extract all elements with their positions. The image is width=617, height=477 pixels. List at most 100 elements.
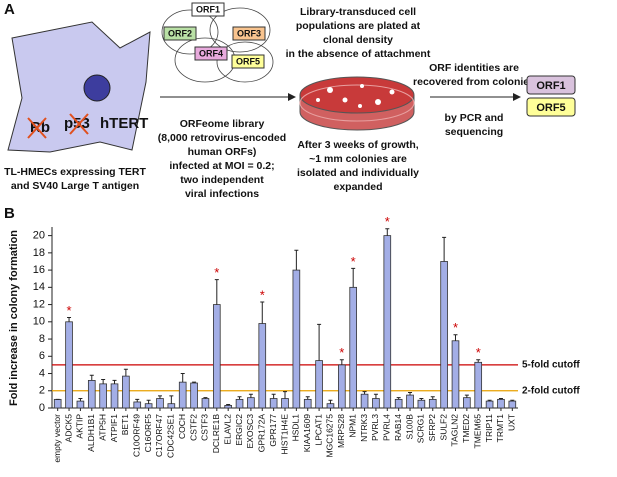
y-tick-label: 18 <box>33 247 45 259</box>
x-tick-label: ATP5H <box>97 414 107 441</box>
error-bar <box>305 396 310 400</box>
bar <box>76 400 85 409</box>
x-tick-label: ADCK5 <box>63 414 73 443</box>
caption: ORFeome library <box>180 118 265 130</box>
cell-label: hTERT <box>100 115 148 132</box>
x-tick-label: HSDL1 <box>291 414 301 442</box>
error-bar <box>157 395 162 399</box>
bar <box>451 340 460 409</box>
x-tick-label: ALDH1B1 <box>86 414 96 452</box>
error-bar <box>328 399 333 404</box>
bar <box>201 398 210 409</box>
bar <box>428 398 437 409</box>
significance-star: * <box>214 265 219 280</box>
error-bar <box>396 397 401 400</box>
x-tick-label: TRIP11 <box>484 414 494 442</box>
error-bar <box>385 228 390 236</box>
caption: sequencing <box>445 126 503 138</box>
bar <box>224 405 232 409</box>
error-bar <box>180 373 185 383</box>
bar <box>87 380 96 409</box>
x-tick-label: ELAVL2 <box>222 414 232 445</box>
significance-star: * <box>260 287 265 302</box>
y-tick-label: 20 <box>33 230 45 242</box>
bar <box>303 398 312 409</box>
x-tick-label: TRMT1 <box>495 414 505 443</box>
caption: ORF identities are <box>429 62 519 74</box>
y-tick-label: 4 <box>39 367 45 379</box>
y-tick-label: 2 <box>39 385 45 397</box>
bar <box>144 403 153 409</box>
caption: in the absence of attachment <box>286 48 431 60</box>
bar <box>178 381 187 409</box>
caption: by PCR and <box>445 112 504 124</box>
bar <box>122 375 130 409</box>
cutoff-label: 2-fold cutoff <box>522 385 580 396</box>
bar <box>65 321 73 409</box>
bar <box>406 394 414 409</box>
x-tick-label: HIST1H4E <box>279 414 289 455</box>
bar <box>497 398 505 409</box>
error-bar <box>442 236 447 262</box>
bar <box>53 398 62 409</box>
x-tick-label: CDC42SE1 <box>166 414 176 458</box>
bar <box>440 261 448 409</box>
bar <box>372 398 380 409</box>
caption: human ORFs) <box>188 146 257 158</box>
error-bar <box>271 393 276 399</box>
y-tick-label: 6 <box>39 350 45 362</box>
x-tick-label: DCLRE1B <box>211 414 221 454</box>
bar <box>190 382 198 409</box>
x-tick-label: PVRL4 <box>382 414 392 441</box>
bar <box>326 403 335 409</box>
error-bar <box>487 399 492 402</box>
error-bar <box>112 379 117 384</box>
x-tick-label: TMEM65 <box>472 414 482 449</box>
cell-label: Rb <box>30 119 50 136</box>
petri-dish <box>299 76 415 131</box>
x-tick-label: NPM1 <box>347 414 357 438</box>
orf-label: ORF2 <box>168 28 192 38</box>
x-tick-label: C10ORF49 <box>131 414 141 457</box>
caption: isolated and individually <box>297 167 419 179</box>
caption: After 3 weeks of growth, <box>297 139 418 151</box>
x-tick-label: RAB14 <box>393 414 403 441</box>
error-bar <box>89 374 94 381</box>
bar <box>110 383 119 409</box>
orf-label: ORF5 <box>236 56 260 66</box>
error-bar <box>214 279 219 305</box>
x-tick-label: BET1 <box>120 414 130 436</box>
bar <box>508 400 517 409</box>
x-tick-label: TAGLN2 <box>450 414 460 447</box>
caption: ~1 mm colonies are <box>309 153 407 165</box>
y-tick-label: 16 <box>33 264 45 276</box>
x-tick-label: CSTF2 <box>188 414 198 441</box>
cutoff-label: 5-fold cutoff <box>522 360 580 371</box>
x-tick-label: AKTIP <box>75 414 85 439</box>
bar <box>133 401 142 409</box>
y-tick-label: 0 <box>39 402 45 414</box>
x-tick-label: EXOSC3 <box>245 414 255 449</box>
significance-star: * <box>476 345 481 360</box>
x-tick-label: NTRK3 <box>359 414 369 442</box>
bar <box>463 397 471 409</box>
error-bar <box>283 391 287 399</box>
error-bar <box>453 334 458 341</box>
x-tick-label: empty vector <box>52 414 62 463</box>
bar <box>360 393 369 409</box>
bar <box>315 360 323 409</box>
caption: Library-transduced cell <box>300 6 416 18</box>
bar <box>394 398 403 409</box>
y-tick-label: 12 <box>33 298 45 310</box>
bar <box>349 286 358 409</box>
significance-star: * <box>453 320 458 335</box>
panel-label: A <box>4 1 15 18</box>
error-bar <box>237 396 242 400</box>
error-bar <box>339 359 344 365</box>
significance-star: * <box>351 254 356 269</box>
bar <box>281 398 289 409</box>
x-tick-label: CSTF3 <box>200 414 210 441</box>
caption: TL-HMECs expressing TERT <box>4 166 146 178</box>
